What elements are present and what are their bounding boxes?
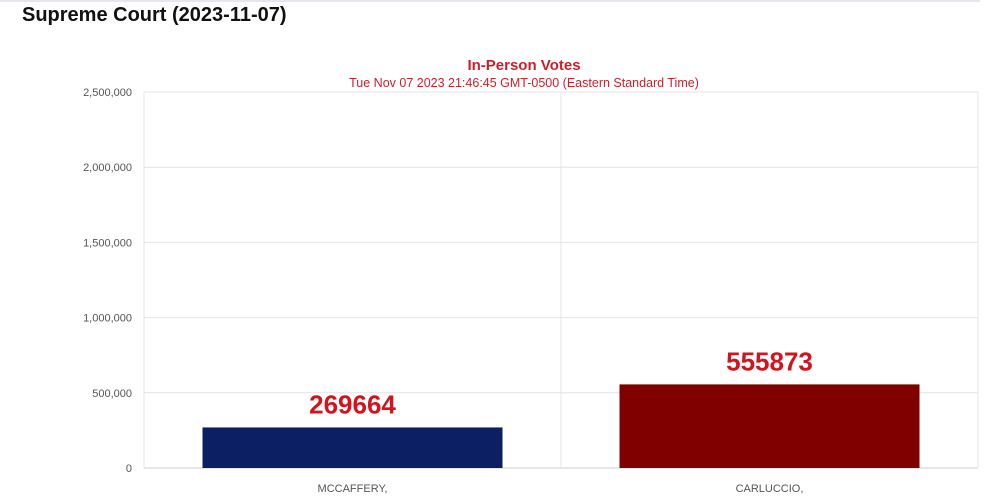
bar-2 — [619, 384, 920, 468]
bar-1 — [202, 427, 503, 468]
top-divider — [0, 0, 980, 2]
chart-subtitle: Tue Nov 07 2023 21:46:45 GMT-0500 (Easte… — [349, 76, 699, 90]
y-tick-label: 1,500,000 — [83, 237, 132, 249]
y-tick-label: 2,000,000 — [83, 162, 132, 174]
y-tick-label: 2,500,000 — [83, 87, 132, 99]
bars — [202, 384, 920, 468]
page-title: Supreme Court (2023-11-07) — [22, 4, 287, 26]
bar-value-label: 269664 — [309, 389, 396, 419]
chart-title: In-Person Votes — [467, 57, 580, 74]
y-tick-label: 0 — [126, 463, 132, 475]
labels: 0 500,000 1,000,000 1,500,000 2,000,000 2,500… — [83, 87, 813, 495]
y-tick-label: 1,000,000 — [83, 313, 132, 325]
x-category-label: CARLUCCIO, — [736, 483, 804, 495]
x-category-label: MCCAFFERY, — [318, 483, 388, 495]
y-tick-label: 500,000 — [92, 388, 132, 400]
bar-value-label: 555873 — [726, 346, 813, 376]
